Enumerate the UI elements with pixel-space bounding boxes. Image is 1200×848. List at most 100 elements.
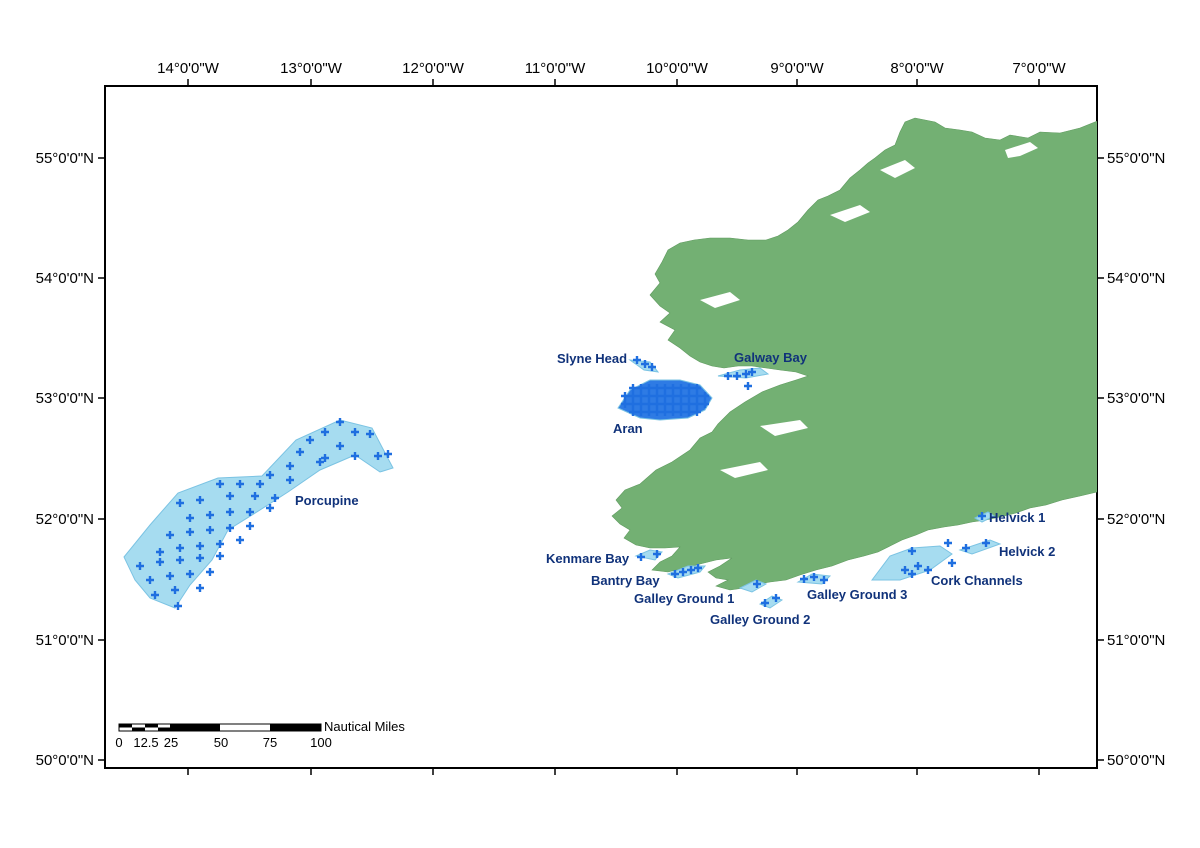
label-galley-ground-1: Galley Ground 1 xyxy=(634,591,734,606)
plus-marker xyxy=(176,499,184,507)
lat-label: 54°0'0"N xyxy=(1107,270,1165,287)
plus-marker xyxy=(216,480,224,488)
plus-marker xyxy=(166,531,174,539)
plus-marker xyxy=(800,575,808,583)
lon-label: 8°0'0"W xyxy=(890,60,944,77)
plus-marker xyxy=(206,568,214,576)
plus-markers xyxy=(136,356,990,610)
plus-marker xyxy=(196,554,204,562)
plus-marker xyxy=(701,392,709,400)
plus-marker xyxy=(677,400,685,408)
plus-marker xyxy=(653,550,661,558)
plus-marker xyxy=(384,450,392,458)
plus-marker xyxy=(196,542,204,550)
plus-marker xyxy=(226,508,234,516)
plus-marker xyxy=(621,392,629,400)
plus-marker xyxy=(251,492,259,500)
label-helvick-2: Helvick 2 xyxy=(999,544,1055,559)
label-helvick-1: Helvick 1 xyxy=(989,510,1045,525)
label-bantry-bay: Bantry Bay xyxy=(591,573,660,588)
plus-marker xyxy=(761,599,769,607)
plus-marker xyxy=(978,512,986,520)
lon-label: 9°0'0"W xyxy=(770,60,824,77)
lon-label: 12°0'0"W xyxy=(402,60,465,77)
plus-marker xyxy=(637,384,645,392)
plus-marker xyxy=(645,400,653,408)
plus-marker xyxy=(748,368,756,376)
plus-marker xyxy=(645,392,653,400)
label-kenmare-bay: Kenmare Bay xyxy=(546,551,630,566)
plus-marker xyxy=(962,544,970,552)
plus-marker xyxy=(196,496,204,504)
plus-marker xyxy=(621,400,629,408)
axis-ticks xyxy=(98,79,1104,775)
plus-marker xyxy=(206,526,214,534)
lat-label: 53°0'0"N xyxy=(36,390,94,407)
plus-marker xyxy=(648,363,656,371)
label-galley-ground-2: Galley Ground 2 xyxy=(710,612,810,627)
plus-marker xyxy=(685,392,693,400)
plus-marker xyxy=(679,568,687,576)
label-porcupine: Porcupine xyxy=(295,493,359,508)
plus-marker xyxy=(669,392,677,400)
plus-marker xyxy=(744,382,752,390)
plus-marker xyxy=(206,511,214,519)
scale-tick: 100 xyxy=(310,735,332,750)
area-kenmare-bay[interactable] xyxy=(634,549,663,561)
plus-marker xyxy=(629,400,637,408)
plus-marker xyxy=(914,562,922,570)
plus-marker xyxy=(236,536,244,544)
plus-marker xyxy=(156,558,164,566)
plus-marker xyxy=(661,384,669,392)
plus-marker xyxy=(653,408,661,416)
plus-marker xyxy=(661,408,669,416)
plus-marker xyxy=(629,408,637,416)
plus-marker xyxy=(671,570,679,578)
plus-marker xyxy=(216,540,224,548)
plus-marker xyxy=(982,539,990,547)
plus-marker xyxy=(374,452,382,460)
plus-marker xyxy=(246,522,254,530)
plus-marker xyxy=(685,384,693,392)
plus-marker xyxy=(653,400,661,408)
label-galway-bay: Galway Bay xyxy=(734,350,808,365)
plus-marker xyxy=(637,408,645,416)
plus-marker xyxy=(629,392,637,400)
plus-marker xyxy=(321,454,329,462)
area-cork-channels[interactable] xyxy=(871,545,953,581)
plus-marker xyxy=(216,552,224,560)
lat-label: 51°0'0"N xyxy=(36,632,94,649)
lon-label: 14°0'0"W xyxy=(157,60,220,77)
plus-marker xyxy=(146,576,154,584)
plus-marker xyxy=(810,573,818,581)
plus-marker xyxy=(186,570,194,578)
lat-label: 50°0'0"N xyxy=(36,752,94,769)
label-slyne-head: Slyne Head xyxy=(557,351,627,366)
lon-label: 7°0'0"W xyxy=(1012,60,1066,77)
label-galley-ground-3: Galley Ground 3 xyxy=(807,587,907,602)
plus-marker xyxy=(226,524,234,532)
lat-label: 53°0'0"N xyxy=(1107,390,1165,407)
plus-marker xyxy=(908,547,916,555)
plus-marker xyxy=(637,392,645,400)
plus-marker xyxy=(271,494,279,502)
lough-inlet-1 xyxy=(1005,142,1038,158)
label-aran: Aran xyxy=(613,421,643,436)
plus-marker xyxy=(772,594,780,602)
plus-marker xyxy=(633,356,641,364)
plus-marker xyxy=(653,392,661,400)
plus-marker xyxy=(901,566,909,574)
plus-marker xyxy=(645,384,653,392)
scale-bar: Nautical Miles 0 12.5 25 50 75 100 xyxy=(115,719,405,750)
plus-marker xyxy=(351,428,359,436)
plus-marker xyxy=(336,442,344,450)
lat-label: 51°0'0"N xyxy=(1107,632,1165,649)
plus-marker xyxy=(151,591,159,599)
plus-marker xyxy=(256,480,264,488)
plus-marker xyxy=(226,492,234,500)
scale-unit: Nautical Miles xyxy=(324,719,405,734)
scale-tick: 0 xyxy=(115,735,122,750)
plus-marker xyxy=(166,572,174,580)
plus-marker xyxy=(694,564,702,572)
